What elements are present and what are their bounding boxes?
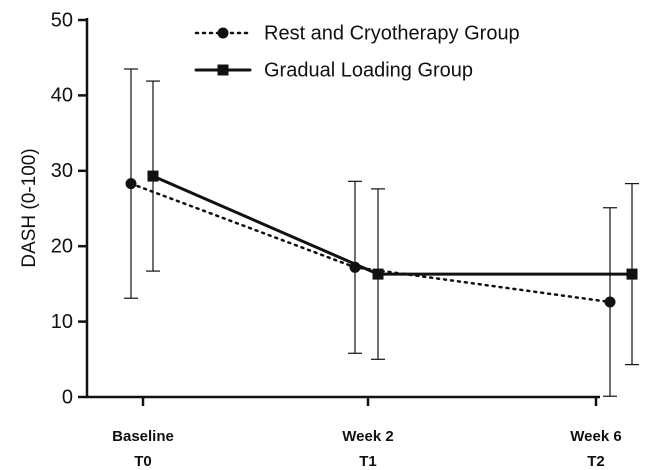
y-axis-label: DASH (0-100) (19, 148, 40, 267)
x-tick-label: Week 2 T1 (342, 428, 393, 470)
y-tick-label: 30 (51, 160, 73, 182)
legend-marker (217, 64, 229, 76)
legend-label: Rest and Cryotherapy Group (264, 22, 520, 44)
x-tick-label: Baseline T0 (112, 428, 174, 470)
marker (626, 268, 638, 280)
x-tick-label: Week 6 T2 (570, 428, 621, 470)
marker (372, 268, 384, 280)
y-tick-label: 10 (51, 311, 73, 333)
series-line (129, 182, 612, 304)
y-tick-label: 50 (51, 9, 73, 31)
y-tick-label: 40 (51, 85, 73, 107)
marker (125, 178, 137, 190)
marker (604, 296, 616, 308)
y-tick-label: 0 (62, 386, 73, 408)
legend-label: Gradual Loading Group (264, 59, 473, 81)
marker (147, 170, 159, 182)
legend-marker (217, 27, 229, 39)
y-tick-label: 20 (51, 235, 73, 257)
series-line (151, 174, 634, 276)
